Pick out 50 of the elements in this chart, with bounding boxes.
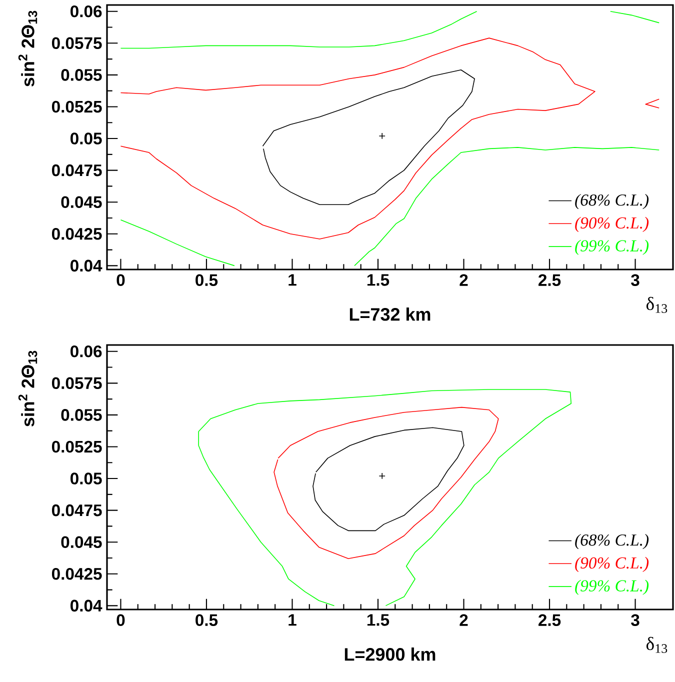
y-tick-label: 0.05: [70, 132, 102, 144]
y-tick-label: 0.055: [61, 409, 102, 421]
line-series: [312, 427, 464, 532]
y-tick-label: 0.0575: [52, 37, 102, 50]
y-tick-label: 0.0425: [52, 568, 102, 580]
x-tick-label: 2: [460, 274, 468, 286]
line-series: [274, 406, 499, 560]
y-tick-label: 0.045: [61, 196, 102, 208]
x-tick-label: 0.5: [196, 614, 218, 626]
x-axis-title: δ$_{13}$: [646, 636, 668, 653]
y-tick-label: 0.0475: [52, 164, 102, 176]
line-series: [354, 147, 660, 266]
y-tick-label: 0.06: [70, 345, 102, 358]
x-axis-title: δ$_{13}$: [646, 296, 668, 313]
x-tick-label: 3: [631, 614, 640, 626]
x-tick-label: 2: [460, 614, 468, 626]
y-tick-label: 0.0475: [52, 504, 102, 516]
y-tick-label: 0.0575: [52, 377, 102, 390]
x-tick-label: 0.5: [196, 274, 218, 286]
legend-label: (99% C.L.): [575, 580, 649, 595]
legend-label: (68% C.L.): [575, 534, 649, 550]
y-tick-label: 0.0525: [52, 440, 102, 453]
line-series: [120, 220, 235, 266]
y-tick-label: 0.04: [70, 600, 102, 612]
legend-label: (90% C.L.): [575, 216, 649, 232]
legend-label: (99% C.L.): [575, 240, 649, 255]
x-tick-label: 0: [116, 274, 125, 286]
y-tick-label: 0.055: [61, 69, 102, 81]
y-axis-title: sin$^{2}$ 2Θ$_{13}$: [18, 10, 38, 86]
x-tick-label: 0: [116, 614, 125, 626]
y-tick-label: 0.05: [70, 472, 102, 484]
text: L=2900 km: [344, 648, 436, 661]
x-tick-label: 1.5: [367, 614, 390, 626]
y-tick-label: 0.04: [70, 260, 102, 272]
x-tick-label: 1.5: [367, 274, 390, 286]
line-series: [262, 69, 475, 206]
y-tick-label: 0.0525: [52, 100, 102, 113]
x-tick-label: 3: [631, 274, 640, 286]
text: L=732 km: [350, 308, 430, 321]
y-tick-label: 0.045: [61, 536, 102, 548]
x-tick-label: 1: [288, 274, 296, 286]
x-tick-label: 1: [288, 614, 296, 626]
legend-label: (68% C.L.): [575, 194, 649, 210]
y-axis-title: sin$^{2}$ 2Θ$_{13}$: [18, 350, 38, 426]
y-tick-label: 0.06: [70, 5, 102, 18]
y-tick-label: 0.0425: [52, 228, 102, 240]
x-tick-label: 2.5: [538, 274, 561, 286]
legend-label: (90% C.L.): [575, 556, 649, 572]
line-series: [198, 389, 572, 606]
x-tick-label: 2.5: [538, 614, 561, 626]
